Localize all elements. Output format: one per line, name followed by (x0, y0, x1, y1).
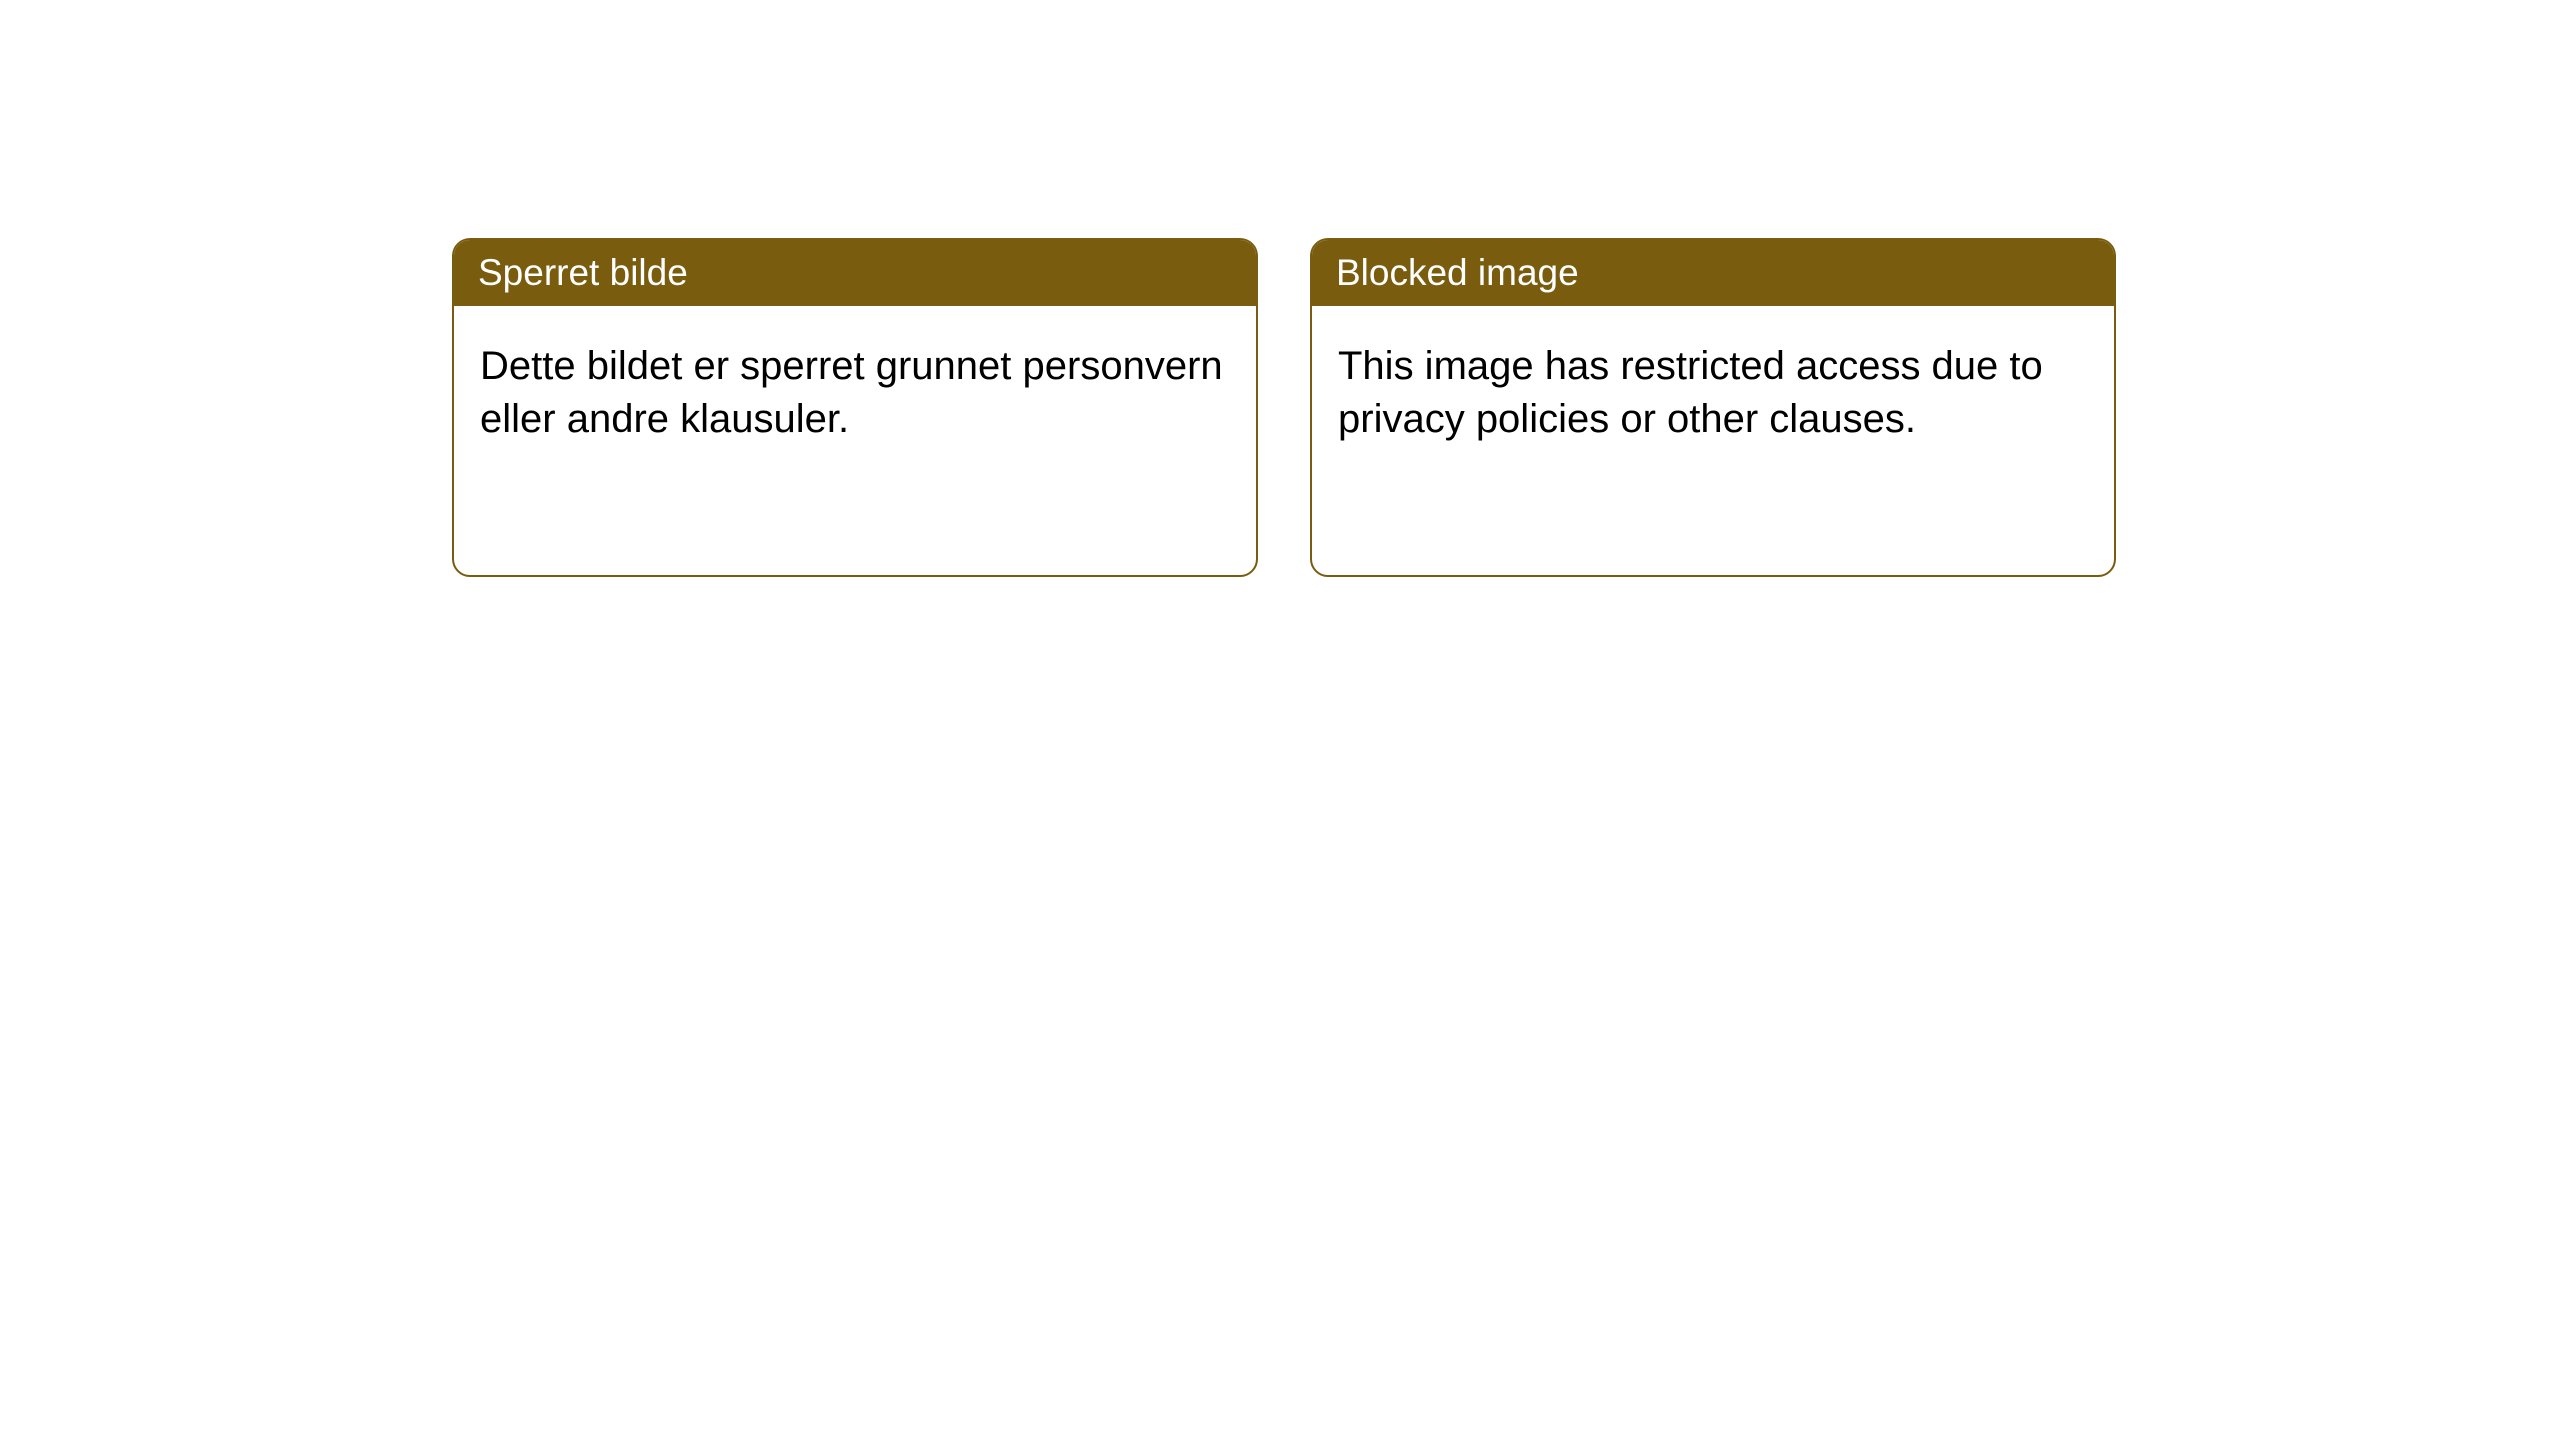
notice-card-english: Blocked image This image has restricted … (1310, 238, 2116, 577)
notice-card-text: This image has restricted access due to … (1338, 344, 2043, 441)
notice-card-body: Dette bildet er sperret grunnet personve… (454, 306, 1256, 480)
notice-card-header: Blocked image (1312, 240, 2114, 306)
notice-cards-container: Sperret bilde Dette bildet er sperret gr… (452, 238, 2116, 577)
notice-card-norwegian: Sperret bilde Dette bildet er sperret gr… (452, 238, 1258, 577)
notice-card-title: Blocked image (1336, 252, 1579, 293)
notice-card-text: Dette bildet er sperret grunnet personve… (480, 344, 1223, 441)
notice-card-header: Sperret bilde (454, 240, 1256, 306)
notice-card-body: This image has restricted access due to … (1312, 306, 2114, 480)
notice-card-title: Sperret bilde (478, 252, 688, 293)
